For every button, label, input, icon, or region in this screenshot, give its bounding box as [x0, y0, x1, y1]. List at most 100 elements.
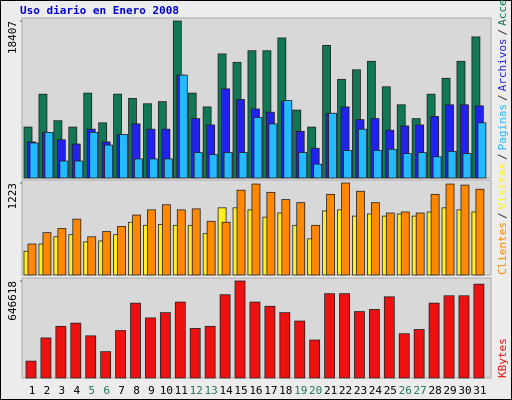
bar [85, 335, 97, 379]
bar [326, 193, 336, 276]
bar [204, 325, 216, 379]
bar [59, 160, 69, 179]
bar [387, 148, 397, 179]
bar [219, 294, 231, 379]
bar [55, 325, 67, 379]
bar [402, 153, 412, 179]
x-tick-label: 25 [384, 384, 397, 397]
y-tick-label: 646618 [6, 281, 19, 321]
bar [354, 311, 365, 379]
bar [460, 184, 470, 276]
x-tick-label: 2 [44, 384, 51, 397]
legend-separator: / [496, 153, 509, 160]
bar [311, 224, 321, 276]
bar [249, 301, 261, 379]
x-tick-label: 18 [279, 384, 292, 397]
bar [102, 231, 112, 276]
x-tick-label: 31 [473, 384, 486, 397]
legend-entry: Accesos [496, 0, 509, 26]
bar [206, 220, 216, 276]
bar [40, 337, 52, 379]
bar [368, 309, 380, 379]
bar [208, 154, 218, 179]
legend-entry: Visitas [496, 163, 509, 209]
bar [398, 333, 410, 379]
bar [70, 322, 82, 379]
bar [264, 305, 276, 379]
x-tick-label: 7 [118, 384, 125, 397]
bar [313, 163, 323, 179]
x-tick-label: 16 [249, 384, 262, 397]
bar [132, 214, 141, 276]
x-tick-label: 23 [354, 384, 367, 397]
bar [42, 232, 52, 276]
bar [266, 191, 276, 276]
bar [74, 160, 84, 179]
legend-separator: / [496, 94, 509, 101]
x-tick-label: 19 [294, 384, 307, 397]
x-tick-label: 6 [103, 384, 110, 397]
bar [328, 112, 338, 179]
bar [119, 134, 128, 179]
legend-entry: Archivos [496, 38, 509, 91]
bar [145, 317, 156, 379]
x-tick-label: 27 [414, 384, 427, 397]
legend-entry: Paginas [496, 104, 509, 150]
chart-title: Uso diario en Enero 2008 [20, 4, 179, 17]
bar [294, 320, 306, 379]
x-tick-label: 14 [219, 384, 233, 397]
bar [147, 209, 156, 276]
bar [462, 153, 472, 179]
bar [385, 212, 395, 276]
bar [268, 123, 278, 179]
bar [191, 208, 201, 276]
legend-entry: Clientes [496, 222, 509, 275]
bar [234, 280, 246, 379]
bar [115, 330, 126, 379]
bar [447, 151, 457, 179]
bar [356, 190, 365, 276]
bar [130, 302, 141, 379]
x-tick-label: 26 [399, 384, 412, 397]
bar [117, 226, 126, 276]
y-tick-label: 1223 [6, 183, 19, 210]
bar [238, 152, 248, 179]
x-tick-label: 12 [190, 384, 203, 397]
x-tick-label: 24 [369, 384, 383, 397]
legend: KBytes [496, 338, 509, 378]
bar [159, 312, 171, 379]
bar [72, 218, 82, 276]
bar [473, 283, 485, 379]
bar [44, 131, 54, 179]
bar [477, 122, 487, 179]
legend-separator: / [496, 212, 509, 219]
bar [324, 293, 336, 379]
bar [178, 74, 188, 179]
x-tick-label: 13 [205, 384, 218, 397]
bar [89, 131, 99, 179]
bar [163, 158, 173, 179]
legend: Clientes / Visitas / Paginas / Archivos / Acceso… [496, 0, 509, 275]
bar [27, 243, 37, 276]
bar [298, 152, 308, 179]
bar [343, 150, 352, 179]
bar [309, 339, 321, 379]
x-tick-label: 4 [73, 384, 80, 397]
bar [104, 144, 114, 179]
bar [251, 183, 261, 276]
x-tick-label: 22 [339, 384, 352, 397]
bar [174, 301, 186, 379]
bar [428, 302, 440, 379]
x-tick-label: 8 [133, 384, 140, 397]
bar [415, 212, 425, 276]
bar [400, 211, 410, 276]
bar [236, 189, 246, 276]
bar [193, 152, 203, 179]
bar [383, 296, 395, 379]
bar [189, 328, 201, 379]
bar [161, 204, 171, 276]
bar [372, 150, 382, 179]
x-tick-label: 10 [160, 384, 173, 397]
bar [458, 295, 470, 379]
bar [25, 360, 37, 379]
